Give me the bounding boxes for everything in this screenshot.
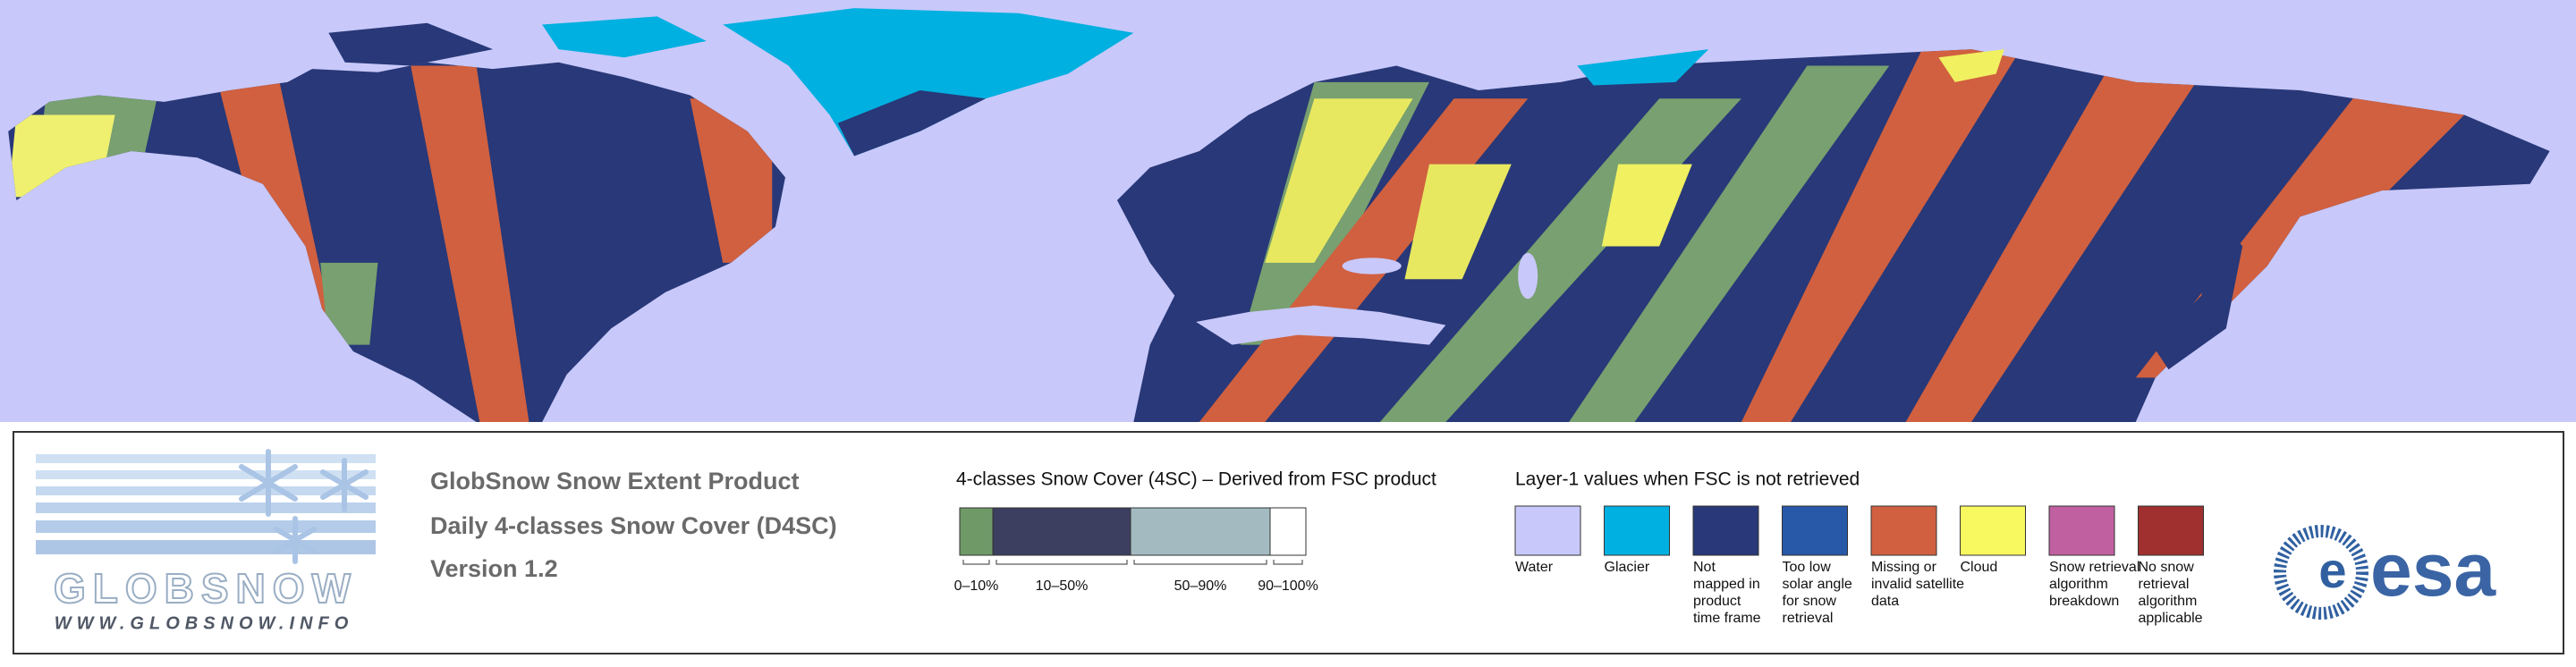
snow-class-label: 0–10% — [954, 578, 999, 594]
class-bracket — [1273, 560, 1303, 565]
logo-name: GLOBSNOW — [54, 565, 358, 612]
globsnow-logo: GLOBSNOW WWW.GLOBSNOW.INFO — [36, 449, 376, 633]
layer1-label: Not — [1693, 560, 1716, 575]
class-bracket — [962, 560, 990, 565]
layer1-label: time frame — [1693, 611, 1761, 626]
layer1-legend-title: Layer-1 values when FSC is not retrieved — [1515, 469, 1860, 490]
layer1-swatch — [1782, 505, 1848, 556]
layer1-swatch — [2048, 505, 2115, 556]
layer1-label: No snow — [2139, 560, 2195, 575]
snow-class-swatch — [992, 507, 1131, 556]
logo-url: WWW.GLOBSNOW.INFO — [55, 613, 354, 633]
snow-class-label: 90–100% — [1258, 578, 1318, 594]
esa-logo: e esa — [2274, 525, 2496, 620]
layer1-swatch — [1870, 505, 1937, 556]
layer1-swatch — [1960, 505, 2026, 556]
layer1-label: algorithm — [2049, 577, 2108, 592]
snow-cover-legend-title: 4-classes Snow Cover (4SC) – Derived fro… — [956, 469, 1436, 490]
layer1-swatch — [2138, 505, 2204, 556]
snow-class-swatch — [1269, 507, 1307, 556]
snow-class-label: 10–50% — [1036, 578, 1089, 594]
layer1-label: retrieval — [2139, 577, 2190, 592]
layer1-swatch — [1604, 505, 1670, 556]
snow-class-label: 50–90% — [1174, 578, 1227, 594]
layer1-swatch — [1514, 505, 1581, 556]
layer1-label: solar angle — [1783, 577, 1852, 592]
layer1-label: Too low — [1783, 560, 1832, 575]
snow-class-swatch — [1130, 507, 1271, 556]
agency-name: esa — [2370, 528, 2496, 612]
layer1-label: invalid satellite — [1871, 577, 1964, 592]
layer1-label: applicable — [2139, 611, 2203, 626]
layer1-swatch — [1692, 505, 1759, 556]
layer1-label: breakdown — [2049, 594, 2119, 609]
layer1-label: data — [1871, 594, 1899, 609]
product-subtitle: Daily 4-classes Snow Cover (D4SC) — [430, 512, 837, 539]
layer1-label: product — [1693, 594, 1741, 609]
layer1-label: Snow retrieval — [2049, 560, 2140, 575]
class-bracket — [996, 560, 1128, 565]
layer1-label: Glacier — [1605, 560, 1650, 575]
product-title: GlobSnow Snow Extent Product — [430, 468, 800, 494]
snow-class-swatch — [959, 507, 994, 556]
snow-map — [0, 0, 2576, 422]
layer1-label: Missing or — [1871, 560, 1937, 575]
layer1-label: Water — [1515, 560, 1554, 575]
svg-text:e: e — [2318, 542, 2346, 598]
layer1-label: mapped in — [1693, 577, 1760, 592]
class-bracket — [1133, 560, 1267, 565]
layer1-label: Cloud — [1961, 560, 1998, 575]
product-version: Version 1.2 — [430, 555, 558, 582]
layer1-label: algorithm — [2139, 594, 2198, 609]
layer1-label: retrieval — [1783, 611, 1834, 626]
layer1-label: for snow — [1783, 594, 1837, 609]
